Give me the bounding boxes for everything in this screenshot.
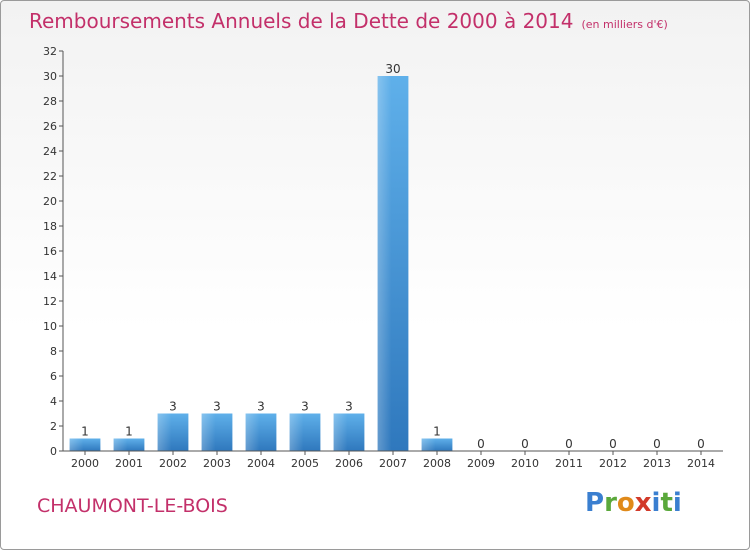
y-tick-label: 30: [43, 70, 57, 83]
data-label-2007: 30: [385, 62, 400, 76]
y-tick-label: 8: [50, 345, 57, 358]
x-tick-label: 2004: [247, 457, 275, 470]
y-tick-label: 6: [50, 370, 57, 383]
y-tick-label: 10: [43, 320, 57, 333]
chart-title-text: Remboursements Annuels de la Dette de 20…: [29, 9, 574, 33]
data-label-2008: 1: [433, 425, 441, 439]
data-label-2005: 3: [301, 400, 309, 414]
x-tick-label: 2012: [599, 457, 627, 470]
x-tick-label: 2007: [379, 457, 407, 470]
bar-highlight: [201, 413, 216, 451]
data-label-2001: 1: [125, 425, 133, 439]
chart-title: Remboursements Annuels de la Dette de 20…: [29, 9, 668, 33]
logo-letter: i: [651, 488, 661, 518]
data-label-2009: 0: [477, 437, 485, 451]
x-tick-label: 2000: [71, 457, 99, 470]
y-tick-label: 26: [43, 120, 57, 133]
y-tick-label: 22: [43, 170, 57, 183]
bar-highlight: [69, 438, 84, 451]
bar-highlight: [289, 413, 304, 451]
y-tick-label: 32: [43, 45, 57, 58]
x-tick-label: 2010: [511, 457, 539, 470]
x-tick-label: 2001: [115, 457, 143, 470]
x-tick-label: 2008: [423, 457, 451, 470]
y-tick-label: 18: [43, 220, 57, 233]
x-tick-label: 2002: [159, 457, 187, 470]
y-tick-label: 20: [43, 195, 57, 208]
logo-letter: t: [660, 488, 673, 518]
bar-highlight: [333, 413, 348, 451]
x-tick-label: 2003: [203, 457, 231, 470]
bar-highlight: [377, 76, 392, 451]
y-tick-label: 28: [43, 95, 57, 108]
commune-name: CHAUMONT-LE-BOIS: [37, 495, 228, 517]
x-tick-label: 2009: [467, 457, 495, 470]
logo-letter: i: [672, 488, 682, 518]
bar-highlight: [113, 438, 128, 451]
data-label-2004: 3: [257, 400, 265, 414]
bars: 1 1 3 3 3 3 3 30 1 0 0 0 0 0 0: [69, 62, 705, 451]
data-label-2010: 0: [521, 437, 529, 451]
data-label-2000: 1: [81, 425, 89, 439]
x-axis: 2000 2001 2002 2003 2004 2005 2006 2007 2008 2009…: [63, 450, 723, 470]
y-tick-label: 24: [43, 145, 57, 158]
data-label-2012: 0: [609, 437, 617, 451]
y-tick-label: 4: [50, 395, 57, 408]
y-tick-label: 2: [50, 420, 57, 433]
logo-letter: P: [585, 488, 605, 518]
proxiti-logo: Proxiti: [585, 488, 682, 518]
bar-highlight: [245, 413, 260, 451]
data-label-2003: 3: [213, 400, 221, 414]
chart-unit-note: (en milliers d'€): [581, 18, 668, 31]
y-tick-label: 0: [50, 445, 57, 458]
data-label-2011: 0: [565, 437, 573, 451]
x-tick-label: 2005: [291, 457, 319, 470]
data-label-2006: 3: [345, 400, 353, 414]
y-tick-label: 14: [43, 270, 57, 283]
x-tick-label: 2011: [555, 457, 583, 470]
y-tick-label: 12: [43, 295, 57, 308]
y-tick-label: 16: [43, 245, 57, 258]
logo-letter: o: [616, 488, 635, 518]
logo-letter: x: [634, 488, 652, 518]
data-label-2013: 0: [653, 437, 661, 451]
x-tick-label: 2013: [643, 457, 671, 470]
x-tick-label: 2014: [687, 457, 715, 470]
data-label-2014: 0: [697, 437, 705, 451]
logo-letter: r: [604, 488, 617, 518]
data-label-2002: 3: [169, 400, 177, 414]
x-tick-label: 2006: [335, 457, 363, 470]
bar-highlight: [157, 413, 172, 451]
bar-highlight: [421, 438, 436, 451]
